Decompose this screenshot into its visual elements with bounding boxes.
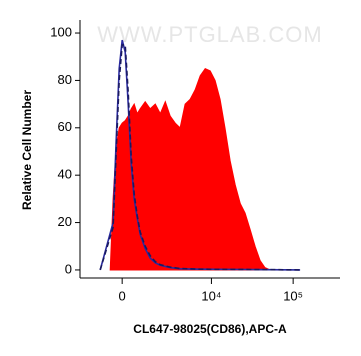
y-tick-label: 40 — [58, 167, 72, 182]
x-axis-label: CL647-98025(CD86),APC-A — [133, 322, 287, 336]
y-tick-label: 100 — [50, 24, 72, 39]
y-axis-label: Relative Cell Number — [20, 90, 34, 210]
watermark: WWW.PTGLAB.COM — [97, 22, 322, 47]
x-tick-label: 10⁵ — [283, 288, 303, 303]
y-tick-label: 20 — [58, 214, 72, 229]
histogram-area — [109, 67, 271, 271]
x-tick-label: 0 — [119, 288, 126, 303]
y-tick-label: 60 — [58, 119, 72, 134]
y-tick-label: 80 — [58, 72, 72, 87]
y-tick-label: 0 — [65, 261, 72, 276]
histogram-line — [99, 44, 301, 271]
x-tick-label: 10⁴ — [201, 288, 221, 303]
